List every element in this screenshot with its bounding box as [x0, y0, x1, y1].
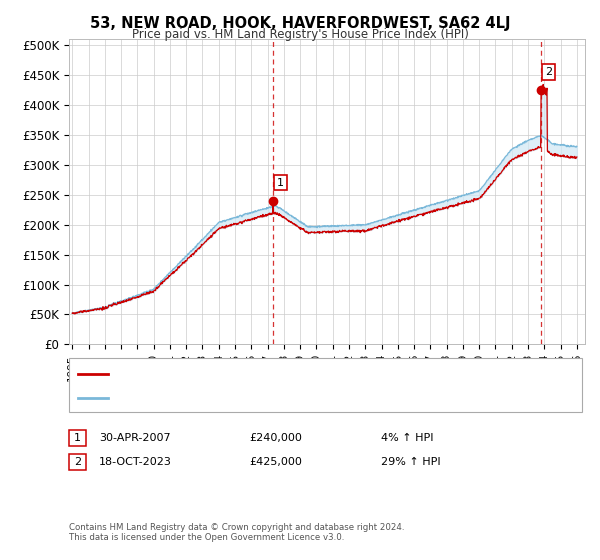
Text: 2: 2: [545, 67, 552, 77]
Text: 29% ↑ HPI: 29% ↑ HPI: [381, 457, 440, 467]
Text: 18-OCT-2023: 18-OCT-2023: [99, 457, 172, 467]
Text: 4% ↑ HPI: 4% ↑ HPI: [381, 433, 433, 443]
Text: 2: 2: [74, 457, 81, 467]
Text: HPI: Average price, detached house, Pembrokeshire: HPI: Average price, detached house, Pemb…: [112, 393, 382, 403]
Text: 1: 1: [277, 178, 284, 188]
Text: £240,000: £240,000: [249, 433, 302, 443]
Text: 53, NEW ROAD, HOOK, HAVERFORDWEST, SA62 4LJ (detached house): 53, NEW ROAD, HOOK, HAVERFORDWEST, SA62 …: [112, 370, 476, 379]
Text: £425,000: £425,000: [249, 457, 302, 467]
Text: Contains HM Land Registry data © Crown copyright and database right 2024.
This d: Contains HM Land Registry data © Crown c…: [69, 522, 404, 542]
Text: 1: 1: [74, 433, 81, 443]
Text: Price paid vs. HM Land Registry's House Price Index (HPI): Price paid vs. HM Land Registry's House …: [131, 28, 469, 41]
Text: 30-APR-2007: 30-APR-2007: [99, 433, 170, 443]
Text: 53, NEW ROAD, HOOK, HAVERFORDWEST, SA62 4LJ: 53, NEW ROAD, HOOK, HAVERFORDWEST, SA62 …: [90, 16, 510, 31]
